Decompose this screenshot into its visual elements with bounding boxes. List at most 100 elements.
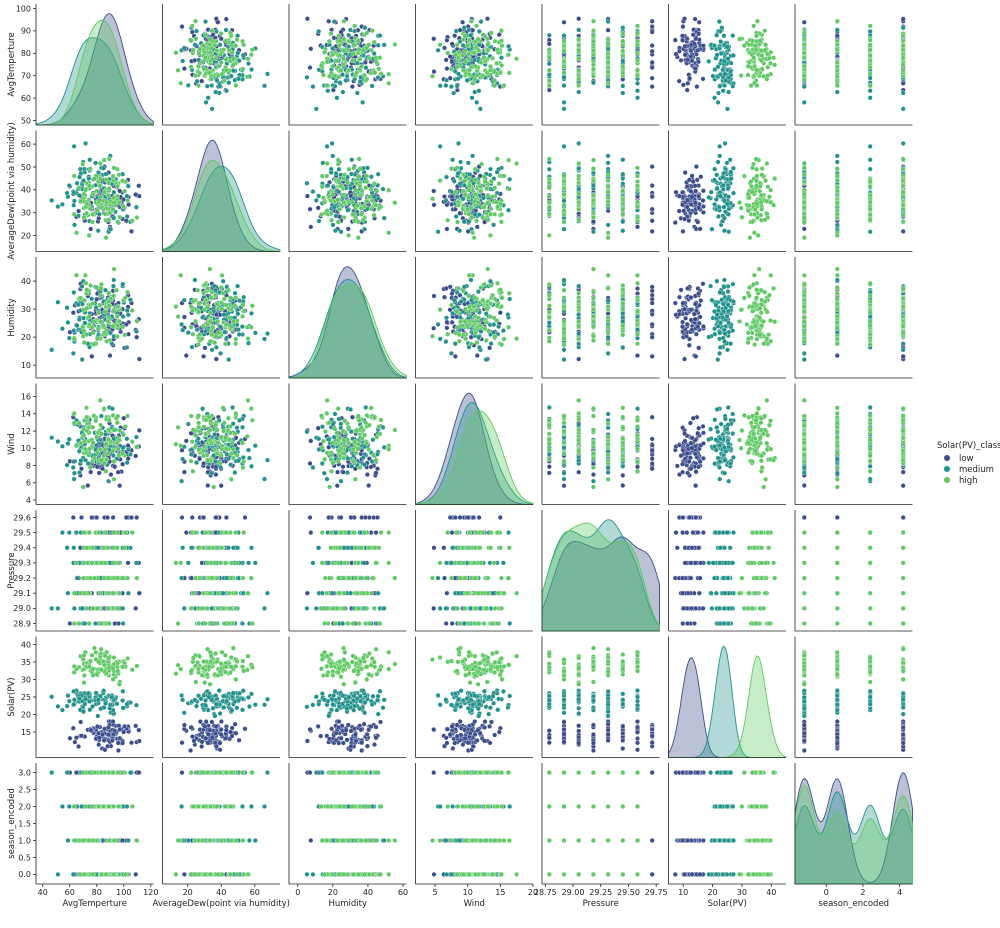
scatter-point xyxy=(766,55,772,61)
scatter-point xyxy=(605,69,611,75)
scatter-point xyxy=(79,357,85,363)
scatter-point xyxy=(716,204,722,210)
scatter-point xyxy=(324,173,330,179)
scatter-point xyxy=(801,172,807,178)
scatter-point xyxy=(479,161,485,167)
scatter-point xyxy=(867,95,873,101)
scatter-point xyxy=(341,48,347,54)
scatter-point xyxy=(766,194,772,200)
scatter-point xyxy=(494,47,500,53)
scatter-point xyxy=(507,296,513,302)
scatter-point xyxy=(834,188,840,194)
scatter-point xyxy=(333,228,338,234)
scatter-point xyxy=(680,189,685,195)
scatter-point xyxy=(81,340,87,346)
scatter-point xyxy=(392,42,398,47)
scatter-point xyxy=(745,72,751,78)
scatter-point xyxy=(482,179,488,185)
scatter-point xyxy=(576,89,582,95)
scatter-point xyxy=(444,325,450,331)
scatter-point xyxy=(605,334,611,340)
scatter-point xyxy=(635,199,640,205)
scatter-point xyxy=(723,77,729,83)
scatter-point xyxy=(715,308,721,313)
scatter-point xyxy=(488,179,494,185)
scatter-point xyxy=(749,184,754,189)
scatter-point xyxy=(116,200,122,205)
scatter-point xyxy=(720,183,726,189)
scatter-point xyxy=(328,210,334,216)
scatter-point xyxy=(711,177,717,183)
scatter-point xyxy=(328,31,334,37)
scatter-point xyxy=(430,196,435,202)
scatter-point xyxy=(492,38,498,44)
scatter-point xyxy=(450,157,456,163)
scatter-point xyxy=(371,39,377,45)
scatter-point xyxy=(758,310,764,316)
scatter-point xyxy=(494,60,500,66)
scatter-point xyxy=(103,171,109,177)
scatter-point xyxy=(696,31,702,37)
scatter-point xyxy=(369,28,375,34)
scatter-point xyxy=(605,189,611,195)
scatter-point xyxy=(330,46,336,51)
scatter-point xyxy=(492,211,498,217)
scatter-point xyxy=(714,52,720,58)
scatter-point xyxy=(700,204,706,209)
scatter-point xyxy=(768,318,773,323)
scatter-point xyxy=(360,47,366,53)
scatter-point xyxy=(120,314,126,319)
scatter-point xyxy=(514,56,520,62)
scatter-point xyxy=(324,83,330,88)
scatter-point xyxy=(240,313,245,319)
scatter-point xyxy=(751,23,757,29)
scatter-point xyxy=(208,310,213,316)
scatter-point xyxy=(316,218,322,224)
scatter-point xyxy=(106,217,112,223)
scatter-point xyxy=(506,157,512,163)
scatter-point xyxy=(762,28,768,34)
scatter-point xyxy=(801,179,807,185)
scatter-point xyxy=(472,330,478,336)
scatter-point xyxy=(223,16,229,22)
scatter-point xyxy=(213,89,219,95)
scatter-point xyxy=(620,219,626,225)
scatter-point xyxy=(376,66,382,72)
kde-curve-medium xyxy=(288,279,407,379)
scatter-point xyxy=(188,64,194,70)
scatter-point xyxy=(754,336,760,342)
scatter-point xyxy=(724,314,730,319)
scatter-point xyxy=(335,157,341,163)
scatter-point xyxy=(357,56,363,62)
scatter-point xyxy=(175,67,181,73)
scatter-point xyxy=(80,333,86,339)
scatter-point-layer xyxy=(49,16,906,877)
scatter-point xyxy=(561,99,567,105)
scatter-point xyxy=(96,215,102,221)
scatter-point xyxy=(239,324,245,330)
scatter-point xyxy=(498,38,504,44)
scatter-point xyxy=(117,188,123,194)
scatter-point xyxy=(208,76,214,82)
scatter-point xyxy=(466,27,472,33)
scatter-point xyxy=(649,321,655,327)
scatter-point xyxy=(697,226,703,232)
scatter-point xyxy=(458,319,463,325)
scatter-point xyxy=(230,62,236,68)
scatter-point xyxy=(88,283,94,288)
scatter-point xyxy=(318,212,324,218)
scatter-point xyxy=(230,319,236,325)
scatter-point xyxy=(695,286,701,291)
scatter-point xyxy=(435,321,441,327)
scatter-point xyxy=(900,183,906,189)
scatter-point xyxy=(698,298,704,304)
kde-curve-medium xyxy=(415,401,534,505)
scatter-point xyxy=(430,73,435,79)
scatter-point xyxy=(682,306,688,312)
scatter-point xyxy=(723,209,728,215)
scatter-point xyxy=(472,166,478,172)
scatter-point xyxy=(488,283,494,288)
scatter-point xyxy=(546,232,552,238)
scatter-point xyxy=(867,157,873,163)
scatter-point xyxy=(374,60,380,65)
